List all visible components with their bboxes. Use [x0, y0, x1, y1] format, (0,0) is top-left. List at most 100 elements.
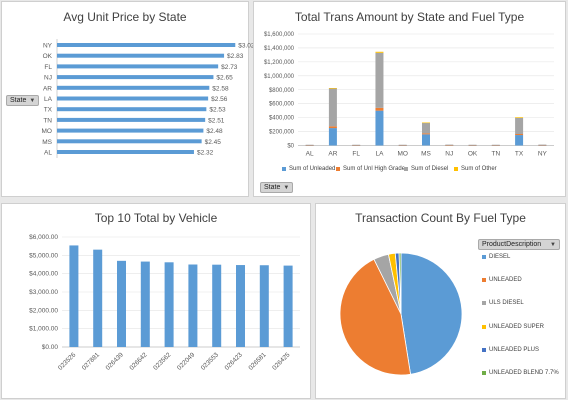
- data-label: $2.32: [197, 150, 214, 157]
- data-label: $2.51: [208, 117, 225, 124]
- legend-item: ULS DIESEL: [482, 300, 524, 306]
- bar: [57, 75, 214, 80]
- bar: [236, 265, 245, 347]
- stack-segment: [328, 88, 337, 127]
- stack-segment: [352, 145, 361, 146]
- bar: [93, 249, 103, 347]
- stack-segment: [515, 135, 524, 146]
- txn-count-title: Transaction Count By Fuel Type: [355, 211, 526, 225]
- bar: [57, 53, 225, 58]
- y-tick-label: $400,000: [269, 116, 295, 122]
- state-filter-button-2[interactable]: State ▼: [260, 182, 294, 193]
- stack-segment: [538, 144, 547, 146]
- legend-label: ULS DIESEL: [489, 300, 524, 307]
- legend-swatch: [282, 167, 286, 171]
- legend-label: UNLEADED: [489, 277, 522, 284]
- top10-panel[interactable]: Top 10 Total by Vehicle $0.00 $1,000.00 $2…: [1, 203, 311, 399]
- stack-segment: [491, 145, 500, 146]
- avg-price-chart: NY $3.02 OK $2.83 FL $2.73 NJ $2.65 AR $2.58 LA $2.…: [42, 39, 255, 158]
- txn-count-panel[interactable]: Transaction Count By Fuel Type ProductDe…: [315, 203, 566, 399]
- y-tick-label: MS: [42, 139, 52, 146]
- y-tick-label: $1,200,000: [264, 60, 295, 66]
- legend-swatch: [404, 167, 408, 171]
- y-tick-label: $1,000.00: [29, 326, 58, 333]
- stack-segment: [375, 107, 384, 111]
- bar: [283, 265, 293, 347]
- x-tick-label: NJ: [445, 151, 453, 158]
- state-filter-button[interactable]: State ▼: [6, 95, 40, 106]
- dropdown-arrow-icon: ▼: [29, 97, 36, 104]
- y-tick-label: $3,000.00: [29, 289, 58, 296]
- stack-segment: [398, 144, 407, 146]
- stack-segment: [515, 117, 524, 135]
- stack-segment: [305, 144, 314, 146]
- legend-swatch: [454, 167, 458, 171]
- legend-item: Sum of Diesel: [404, 166, 448, 172]
- dropdown-arrow-icon: ▼: [283, 184, 290, 191]
- x-tick-label: 026642: [128, 351, 149, 372]
- y-tick-label: FL: [44, 64, 52, 71]
- legend-item: Sum of Unl High Grade: [336, 166, 405, 172]
- legend-item: DIESEL: [482, 254, 510, 260]
- y-tick-label: $2,000.00: [29, 307, 58, 314]
- stack-segment: [538, 144, 547, 146]
- x-tick-label: MO: [397, 151, 407, 158]
- stack-segment: [422, 122, 430, 124]
- stack-segment: [515, 117, 524, 118]
- y-tick-label: $1,600,000: [264, 32, 295, 38]
- data-label: $3.02: [238, 43, 255, 50]
- y-tick-label: NY: [43, 43, 53, 50]
- x-tick-label: TX: [515, 151, 524, 158]
- y-tick-label: $600,000: [269, 102, 295, 108]
- y-tick-label: NJ: [44, 75, 52, 82]
- y-tick-label: $200,000: [269, 130, 295, 136]
- trans-amount-title: Total Trans Amount by State and Fuel Typ…: [294, 10, 525, 24]
- x-tick-label: MS: [421, 151, 431, 158]
- x-tick-label: 026423: [224, 351, 245, 372]
- y-tick-label: TN: [43, 117, 52, 124]
- stack-segment: [375, 52, 384, 108]
- stack-segment: [328, 128, 337, 146]
- stack-segment: [328, 88, 337, 89]
- product-description-filter-button[interactable]: ProductDescription ▼: [478, 239, 560, 250]
- x-tick-label: 023562: [152, 351, 173, 372]
- legend-item: Sum of Other: [454, 166, 497, 172]
- y-tick-label: $0: [287, 144, 294, 150]
- legend-label: Sum of Other: [461, 166, 497, 172]
- y-tick-label: AR: [43, 85, 52, 92]
- stack-segment: [422, 122, 430, 134]
- bar: [57, 117, 206, 122]
- pie-slice: [339, 258, 412, 376]
- stack-segment: [375, 110, 384, 146]
- x-tick-label: 026425: [271, 351, 292, 372]
- stack-segment: [398, 145, 407, 146]
- data-label: $2.53: [209, 107, 226, 114]
- bar: [57, 128, 204, 133]
- avg-price-panel[interactable]: Avg Unit Price by State State ▼ NY $3.02 O…: [1, 1, 255, 197]
- trans-amount-chart: $0 $200,000 $400,000 $600,000 $800,000 $1,000…: [264, 32, 554, 158]
- legend-swatch: [482, 301, 486, 306]
- legend-swatch: [482, 324, 486, 329]
- bar: [57, 107, 207, 112]
- y-tick-label: $6,000.00: [29, 234, 58, 241]
- state-filter-label-2: State: [264, 183, 281, 191]
- state-filter-label: State: [10, 96, 27, 104]
- legend-swatch: [336, 167, 340, 171]
- trans-amount-panel[interactable]: Total Trans Amount by State and Fuel Typ…: [253, 1, 566, 197]
- x-tick-label: 023526: [57, 351, 78, 372]
- top10-title: Top 10 Total by Vehicle: [94, 211, 218, 225]
- pie-slice: [398, 252, 402, 315]
- legend-item: Sum of Unleaded: [282, 166, 335, 172]
- data-label: $2.56: [211, 96, 228, 103]
- x-tick-label: AR: [328, 151, 337, 158]
- data-label: $2.73: [221, 64, 238, 71]
- legend-item: UNLEADED SUPER: [482, 324, 544, 330]
- stack-segment: [445, 144, 454, 146]
- y-tick-label: $5,000.00: [29, 252, 58, 259]
- x-tick-label: NY: [538, 151, 548, 158]
- legend-label: DIESEL: [489, 254, 511, 260]
- stack-segment: [375, 51, 384, 53]
- legend-swatch: [482, 278, 486, 283]
- x-tick-label: 027881: [81, 351, 102, 372]
- y-tick-label: $1,400,000: [264, 46, 295, 52]
